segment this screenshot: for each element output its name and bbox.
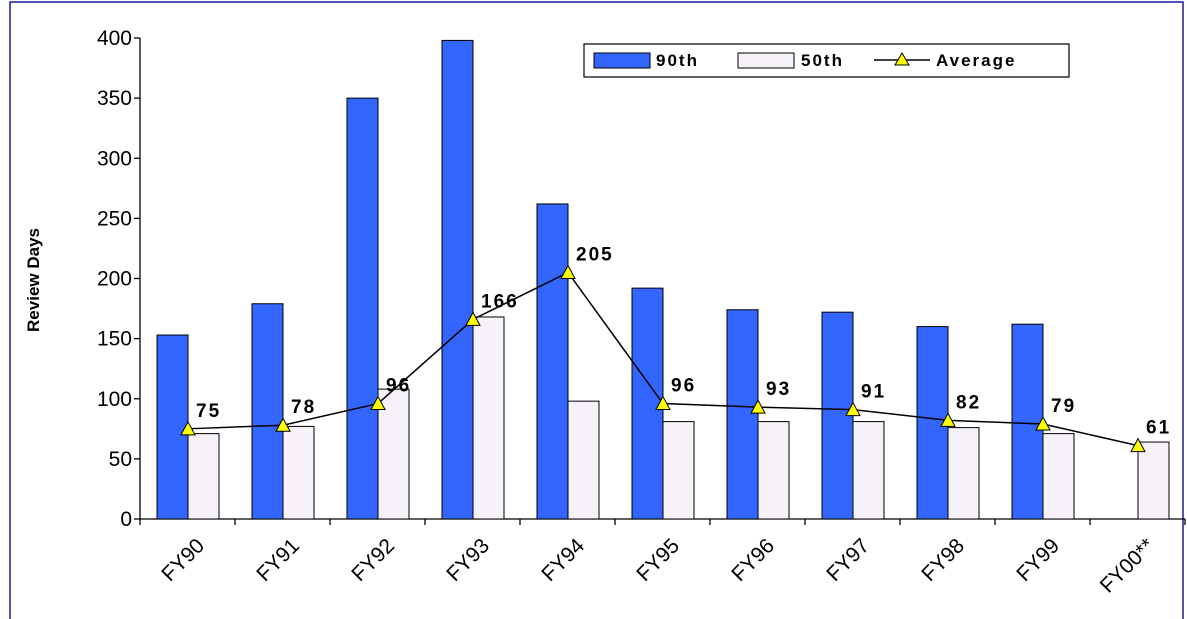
y-tick-label: 400	[97, 27, 132, 50]
average-marker	[1035, 415, 1051, 431]
average-data-label: 91	[861, 382, 886, 403]
y-tick-label: 0	[120, 508, 132, 531]
x-tick-label: FY93	[442, 534, 494, 586]
legend-marker-average	[894, 52, 910, 66]
legend-box	[583, 43, 1070, 78]
average-marker	[370, 395, 386, 411]
average-marker	[655, 395, 671, 411]
x-tick-label: FY95	[632, 534, 684, 586]
average-data-label: 78	[291, 397, 316, 418]
bar-50th	[377, 388, 410, 520]
bar-50th	[1042, 433, 1075, 520]
average-data-label: 61	[1146, 418, 1171, 439]
bar-50th	[1137, 441, 1170, 520]
x-tick-label: FY00**	[1096, 534, 1159, 597]
legend-label-90th: 90th	[656, 51, 699, 70]
bar-50th	[947, 427, 980, 520]
average-data-label: 96	[671, 376, 696, 397]
bar-90th	[1011, 323, 1044, 520]
x-tick-label: FY97	[822, 534, 874, 586]
bar-90th	[346, 97, 379, 520]
y-axis-label: Review Days	[24, 228, 43, 332]
y-tick-label: 50	[109, 448, 132, 471]
average-marker	[750, 399, 766, 414]
x-tick-label: FY94	[537, 534, 589, 586]
average-marker	[465, 311, 481, 326]
average-marker	[275, 417, 291, 432]
bar-50th	[757, 421, 790, 520]
average-data-label: 93	[766, 379, 791, 400]
bar-50th	[662, 421, 695, 520]
legend-swatch-50th	[737, 52, 795, 69]
y-tick-label: 150	[97, 328, 132, 351]
bar-50th	[472, 316, 505, 520]
average-marker	[1130, 437, 1146, 453]
bar-50th	[282, 425, 315, 520]
x-tick-label: FY99	[1012, 534, 1064, 586]
legend-label-50th: 50th	[801, 51, 844, 70]
average-marker	[940, 412, 956, 427]
y-tick-label: 300	[97, 147, 132, 170]
y-tick-label: 100	[97, 388, 132, 411]
average-data-label: 96	[386, 376, 411, 397]
plot-area: 0 50 100 150 200 250 300 350 400 FY90 FY91 FY92 FY93…	[97, 27, 1186, 598]
average-data-label: 166	[481, 291, 519, 312]
x-tick-label: FY91	[252, 534, 304, 586]
x-tick-label: FY98	[917, 534, 969, 586]
legend-swatch-90th	[593, 52, 651, 69]
bar-50th	[852, 421, 885, 520]
average-data-label: 75	[196, 401, 221, 422]
average-marker	[845, 401, 861, 417]
bar-90th	[441, 39, 474, 520]
average-data-label: 205	[576, 244, 614, 265]
bar-90th	[251, 303, 284, 520]
y-tick-label: 200	[97, 268, 132, 291]
x-tick-label: FY90	[157, 534, 209, 586]
bar-50th	[567, 400, 600, 520]
legend-label-average: Average	[936, 51, 1016, 70]
bar-90th	[156, 334, 189, 520]
bar-90th	[916, 326, 949, 520]
chart-frame	[9, 1, 1184, 619]
y-tick-label: 350	[97, 87, 132, 110]
x-tick-label: FY96	[727, 534, 779, 586]
bar-90th	[536, 203, 569, 520]
average-data-label: 82	[956, 392, 981, 413]
bar-50th	[187, 433, 220, 520]
average-data-label: 79	[1051, 396, 1076, 417]
legend: 90th 50th Average	[583, 43, 1070, 78]
y-tick-label: 250	[97, 207, 132, 230]
bar-90th	[726, 309, 759, 520]
average-marker	[560, 264, 576, 279]
average-marker	[180, 420, 196, 436]
x-tick-label: FY92	[347, 534, 399, 586]
bar-90th	[631, 287, 664, 520]
